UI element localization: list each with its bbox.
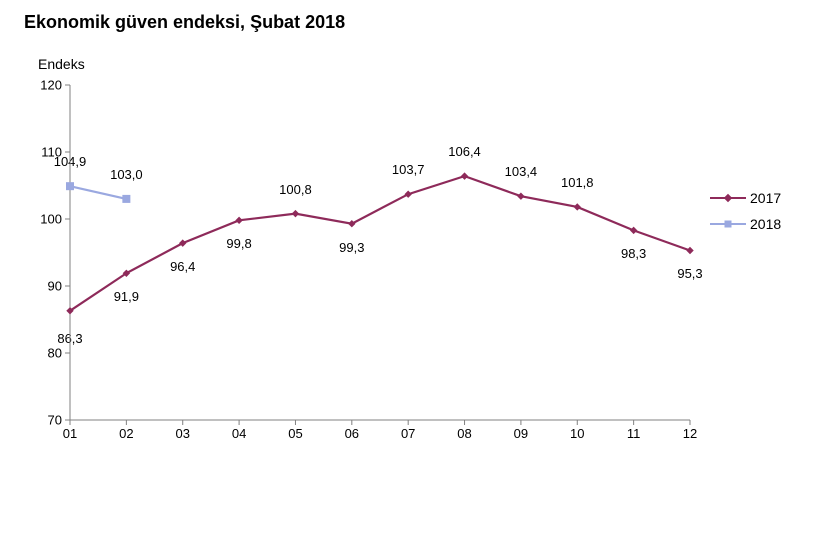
legend-label: 2017 [750, 190, 781, 206]
legend-item-2017: 2017 [710, 190, 781, 206]
series-marker [518, 193, 524, 199]
x-tick-label: 09 [514, 426, 528, 441]
legend: 2017 2018 [710, 190, 781, 242]
chart-svg [70, 85, 690, 420]
x-tick-label: 10 [570, 426, 584, 441]
chart-container: Ekonomik güven endeksi, Şubat 2018 Endek… [0, 0, 840, 560]
series-marker [292, 211, 298, 217]
series-line-2017 [70, 176, 690, 311]
legend-swatch [710, 217, 746, 231]
y-axis-label: Endeks [38, 56, 85, 72]
series-marker [67, 183, 74, 190]
x-tick-label: 02 [119, 426, 133, 441]
x-tick-label: 01 [63, 426, 77, 441]
y-tick-label: 100 [40, 212, 62, 227]
x-tick-label: 06 [345, 426, 359, 441]
series-marker [462, 173, 468, 179]
series-marker [123, 195, 130, 202]
series-line-2018 [70, 186, 126, 199]
x-tick-label: 11 [627, 426, 641, 441]
y-tick-label: 70 [48, 413, 62, 428]
chart-title: Ekonomik güven endeksi, Şubat 2018 [24, 12, 345, 33]
y-tick-label: 90 [48, 279, 62, 294]
x-tick-label: 05 [288, 426, 302, 441]
legend-item-2018: 2018 [710, 216, 781, 232]
x-tick-label: 08 [457, 426, 471, 441]
series-marker [236, 217, 242, 223]
plot-area: 7080901001101200102030405060708091011128… [70, 85, 690, 420]
legend-label: 2018 [750, 216, 781, 232]
legend-swatch [710, 191, 746, 205]
series-marker [687, 247, 693, 253]
x-tick-label: 04 [232, 426, 246, 441]
x-tick-label: 03 [175, 426, 189, 441]
y-tick-label: 80 [48, 346, 62, 361]
series-marker [574, 204, 580, 210]
y-tick-label: 120 [40, 78, 62, 93]
x-tick-label: 12 [683, 426, 697, 441]
x-tick-label: 07 [401, 426, 415, 441]
series-marker [631, 227, 637, 233]
